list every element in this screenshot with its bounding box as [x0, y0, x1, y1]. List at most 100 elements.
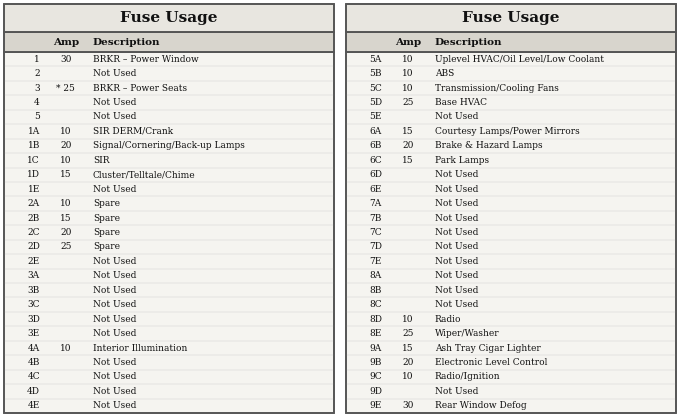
Text: 8E: 8E — [369, 329, 382, 338]
Text: 15: 15 — [402, 127, 413, 136]
Text: 9C: 9C — [369, 372, 382, 382]
Text: 10: 10 — [402, 69, 413, 78]
Text: Not Used: Not Used — [435, 257, 478, 266]
Text: Not Used: Not Used — [435, 228, 478, 237]
Text: Fuse Usage: Fuse Usage — [120, 11, 218, 25]
Text: 25: 25 — [402, 98, 413, 107]
Text: 5E: 5E — [369, 113, 382, 121]
Text: 8C: 8C — [369, 300, 382, 309]
Text: Not Used: Not Used — [92, 300, 136, 309]
Text: Signal/Cornering/Back-up Lamps: Signal/Cornering/Back-up Lamps — [92, 141, 245, 151]
Text: 7D: 7D — [369, 242, 382, 251]
Text: 10: 10 — [60, 199, 71, 208]
Text: 2E: 2E — [28, 257, 40, 266]
Text: 8D: 8D — [369, 315, 382, 324]
Text: 2A: 2A — [28, 199, 40, 208]
Text: 30: 30 — [61, 55, 71, 64]
Text: Electronic Level Control: Electronic Level Control — [435, 358, 547, 367]
Text: * 25: * 25 — [56, 83, 75, 93]
Text: Not Used: Not Used — [92, 98, 136, 107]
Text: 1E: 1E — [28, 185, 40, 193]
Text: Not Used: Not Used — [92, 257, 136, 266]
Text: 4E: 4E — [28, 401, 40, 410]
Text: Amp: Amp — [395, 38, 421, 47]
Text: Not Used: Not Used — [435, 387, 478, 396]
Bar — [4, 4, 334, 413]
Text: Not Used: Not Used — [435, 113, 478, 121]
Text: Not Used: Not Used — [92, 271, 136, 280]
Text: 10: 10 — [60, 156, 71, 165]
Text: 6B: 6B — [369, 141, 382, 151]
Text: Radio/Ignition: Radio/Ignition — [435, 372, 500, 382]
Text: 2C: 2C — [27, 228, 40, 237]
Text: Not Used: Not Used — [435, 242, 478, 251]
Text: 15: 15 — [60, 170, 71, 179]
Text: Spare: Spare — [92, 242, 120, 251]
Text: Not Used: Not Used — [92, 329, 136, 338]
Text: Base HVAC: Base HVAC — [435, 98, 487, 107]
Text: 5: 5 — [34, 113, 40, 121]
Text: 7E: 7E — [369, 257, 382, 266]
Text: Not Used: Not Used — [92, 387, 136, 396]
Text: 8A: 8A — [370, 271, 382, 280]
Text: 4B: 4B — [28, 358, 40, 367]
Bar — [346, 4, 676, 413]
Text: Rear Window Defog: Rear Window Defog — [435, 401, 526, 410]
Text: Not Used: Not Used — [92, 69, 136, 78]
Text: Not Used: Not Used — [435, 185, 478, 193]
Text: Radio: Radio — [435, 315, 461, 324]
Text: 5A: 5A — [369, 55, 382, 64]
Bar — [4, 32, 334, 52]
Text: ABS: ABS — [435, 69, 454, 78]
Text: Not Used: Not Used — [435, 170, 478, 179]
Text: 10: 10 — [402, 55, 413, 64]
Text: Interior Illumination: Interior Illumination — [92, 344, 187, 352]
Text: 15: 15 — [60, 214, 71, 223]
Text: 1C: 1C — [27, 156, 40, 165]
Text: BRKR – Power Seats: BRKR – Power Seats — [92, 83, 187, 93]
Text: 2B: 2B — [28, 214, 40, 223]
Text: Park Lamps: Park Lamps — [435, 156, 489, 165]
Text: 1B: 1B — [28, 141, 40, 151]
Text: 25: 25 — [402, 329, 413, 338]
Text: 6C: 6C — [369, 156, 382, 165]
Text: 10: 10 — [402, 372, 413, 382]
Text: 25: 25 — [60, 242, 71, 251]
Text: Uplevel HVAC/Oil Level/Low Coolant: Uplevel HVAC/Oil Level/Low Coolant — [435, 55, 604, 64]
Text: 15: 15 — [402, 344, 413, 352]
Text: Not Used: Not Used — [435, 214, 478, 223]
Text: Description: Description — [92, 38, 160, 47]
Text: 5D: 5D — [369, 98, 382, 107]
Text: Not Used: Not Used — [435, 271, 478, 280]
Text: 1: 1 — [34, 55, 40, 64]
Text: 5B: 5B — [369, 69, 382, 78]
Text: 1D: 1D — [27, 170, 40, 179]
Text: 8B: 8B — [369, 286, 382, 295]
Text: Not Used: Not Used — [92, 401, 136, 410]
Text: BRKR – Power Window: BRKR – Power Window — [92, 55, 199, 64]
Text: 3B: 3B — [28, 286, 40, 295]
Text: 30: 30 — [402, 401, 413, 410]
Text: Not Used: Not Used — [92, 113, 136, 121]
Text: 1A: 1A — [28, 127, 40, 136]
Text: Spare: Spare — [92, 228, 120, 237]
Bar — [346, 32, 676, 52]
Text: 6D: 6D — [369, 170, 382, 179]
Text: Not Used: Not Used — [92, 315, 136, 324]
Text: 10: 10 — [402, 315, 413, 324]
Text: Spare: Spare — [92, 199, 120, 208]
Text: Description: Description — [435, 38, 503, 47]
Text: Wiper/Washer: Wiper/Washer — [435, 329, 499, 338]
Bar — [346, 52, 676, 413]
Text: SIR DERM/Crank: SIR DERM/Crank — [92, 127, 173, 136]
Text: 3E: 3E — [28, 329, 40, 338]
Bar — [4, 52, 334, 413]
Bar — [346, 4, 676, 32]
Text: 20: 20 — [61, 228, 71, 237]
Text: Not Used: Not Used — [435, 286, 478, 295]
Text: 20: 20 — [402, 358, 413, 367]
Text: Cluster/Telltale/Chime: Cluster/Telltale/Chime — [92, 170, 195, 179]
Text: 3A: 3A — [28, 271, 40, 280]
Text: 10: 10 — [60, 127, 71, 136]
Text: 15: 15 — [402, 156, 413, 165]
